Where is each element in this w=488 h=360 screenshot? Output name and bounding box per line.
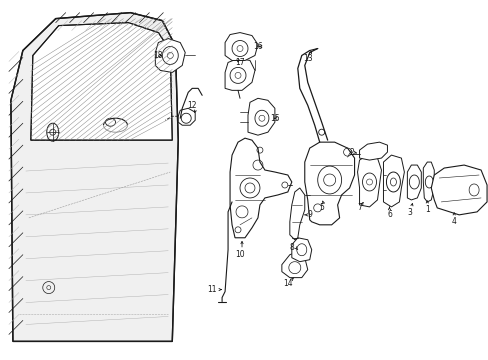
Polygon shape [304,142,354,225]
Text: 16: 16 [253,42,262,51]
Polygon shape [155,39,185,72]
Polygon shape [281,252,307,278]
Polygon shape [224,32,258,60]
Text: 7: 7 [356,203,361,212]
Text: 15: 15 [269,114,279,123]
Text: 5: 5 [319,203,324,212]
Polygon shape [178,108,195,125]
Text: 11: 11 [207,285,217,294]
Polygon shape [359,142,386,160]
Text: 18: 18 [153,51,163,60]
Text: 8: 8 [289,243,294,252]
Polygon shape [423,162,433,202]
Text: 14: 14 [283,279,292,288]
Polygon shape [11,13,178,341]
Text: 4: 4 [451,217,456,226]
Text: 3: 3 [406,208,411,217]
Text: 17: 17 [235,58,244,67]
Polygon shape [383,155,404,207]
Text: 13: 13 [303,54,312,63]
Polygon shape [357,155,381,207]
Text: 2: 2 [348,148,353,157]
Polygon shape [289,188,304,240]
Polygon shape [407,165,421,200]
Polygon shape [291,238,311,262]
Text: 12: 12 [187,101,197,110]
Text: 1: 1 [424,206,429,215]
Text: 10: 10 [235,250,244,259]
Text: 6: 6 [386,210,391,219]
Polygon shape [229,138,291,238]
Polygon shape [247,98,274,135]
Text: 9: 9 [306,210,311,219]
Polygon shape [224,58,254,90]
Polygon shape [31,23,172,140]
Polygon shape [430,165,486,215]
